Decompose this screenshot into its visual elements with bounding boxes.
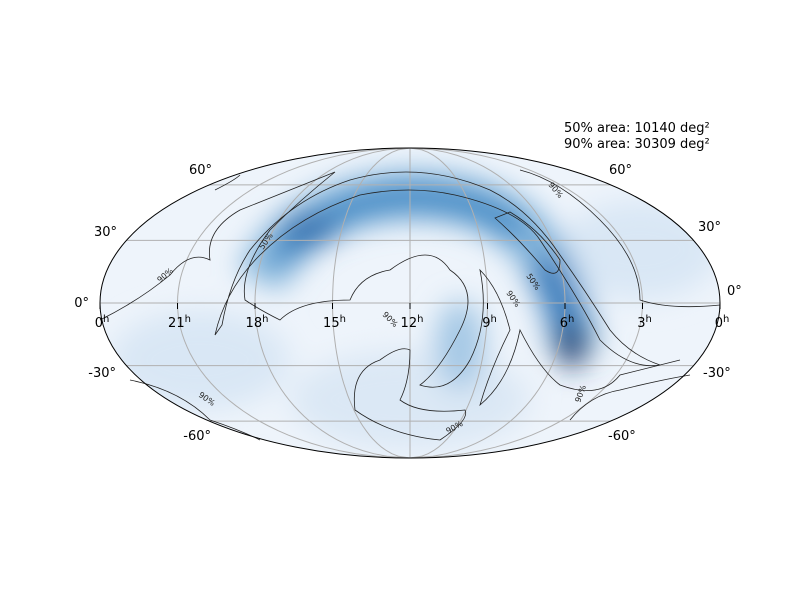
dec-label: 60° xyxy=(609,163,632,178)
ra-unit: h xyxy=(490,314,496,325)
ra-unit: h xyxy=(103,314,109,325)
ra-label: 12h xyxy=(401,314,424,331)
dec-label: 0° xyxy=(74,296,89,311)
dec-label: -30° xyxy=(703,366,731,381)
area-annotation: 90% area: 30309 deg² xyxy=(564,137,710,152)
ra-value: 18 xyxy=(246,316,263,331)
area-annotation: 50% area: 10140 deg² xyxy=(564,121,710,136)
ra-unit: h xyxy=(340,314,346,325)
contour-90 xyxy=(214,174,241,191)
ra-value: 12 xyxy=(401,316,418,331)
ra-value: 0 xyxy=(715,316,723,331)
dec-label: -60° xyxy=(183,429,211,444)
ra-value: 9 xyxy=(482,316,490,331)
ra-value: 6 xyxy=(560,316,568,331)
ra-unit: h xyxy=(568,314,574,325)
ra-unit: h xyxy=(645,314,651,325)
contours xyxy=(99,169,721,441)
dec-label: -60° xyxy=(608,429,636,444)
contour-90 xyxy=(353,348,467,441)
ra-unit: h xyxy=(417,314,423,325)
ra-value: 21 xyxy=(168,316,185,331)
ra-label: 6h xyxy=(560,314,575,331)
dec-label: -30° xyxy=(88,366,116,381)
dec-label: 0° xyxy=(727,284,742,299)
ra-unit: h xyxy=(723,314,729,325)
ra-value: 3 xyxy=(637,316,645,331)
dec-label: 30° xyxy=(94,225,117,240)
ra-label: 18h xyxy=(246,314,269,331)
ra-label: 0h xyxy=(95,314,110,331)
dec-label: 30° xyxy=(698,220,721,235)
ra-label: 0h xyxy=(715,314,730,331)
contour-90 xyxy=(129,379,261,441)
dec-label: 60° xyxy=(189,163,212,178)
contour-90 xyxy=(569,374,691,421)
contour-90 xyxy=(99,171,681,407)
ra-unit: h xyxy=(185,314,191,325)
contour-90 xyxy=(494,211,561,274)
ra-value: 0 xyxy=(95,316,103,331)
contour-90 xyxy=(519,169,721,308)
ra-unit: h xyxy=(262,314,268,325)
ra-label: 9h xyxy=(482,314,497,331)
ra-label: 3h xyxy=(637,314,652,331)
ra-label: 21h xyxy=(168,314,191,331)
ra-label: 15h xyxy=(323,314,346,331)
ra-value: 15 xyxy=(323,316,340,331)
